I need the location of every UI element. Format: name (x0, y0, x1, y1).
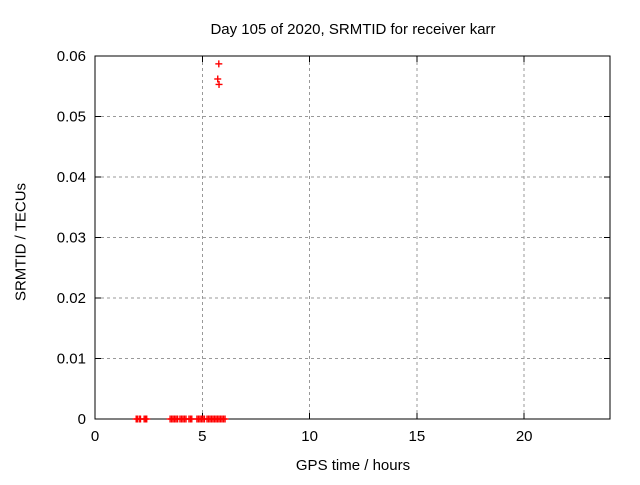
x-tick-label: 20 (516, 428, 533, 445)
data-point-marker (214, 75, 222, 83)
plot-border (94, 55, 611, 420)
y-tick-labels: 0 0.01 0.02 0.03 0.04 0.05 0.06 (57, 48, 86, 428)
y-tick-label: 0.04 (57, 169, 86, 186)
grid-lines (95, 55, 610, 419)
y-tick-label: 0.03 (57, 230, 86, 247)
x-tick-labels: 0 5 10 15 20 (91, 428, 533, 445)
chart-title: Day 105 of 2020, SRMTID for receiver kar… (210, 21, 496, 38)
y-tick-label: 0 (78, 411, 86, 428)
y-tick-label: 0.01 (57, 351, 86, 368)
x-axis-title: GPS time / hours (295, 457, 411, 474)
data-point-marker (215, 80, 223, 88)
data-point-marker (143, 415, 151, 423)
x-tick-label: 10 (301, 428, 318, 445)
y-tick-label: 0.02 (57, 290, 86, 307)
y-tick-label: 0.05 (57, 109, 86, 126)
x-tick-label: 15 (409, 428, 426, 445)
y-tick-label: 0.06 (57, 48, 86, 65)
x-tick-label: 5 (198, 428, 206, 445)
data-points (132, 60, 229, 423)
y-axis-title: SRMTID / TECUs (12, 182, 30, 302)
data-point-marker (215, 60, 223, 68)
tick-marks (94, 55, 610, 420)
x-tick-label: 0 (91, 428, 99, 445)
data-point-marker (221, 415, 229, 423)
